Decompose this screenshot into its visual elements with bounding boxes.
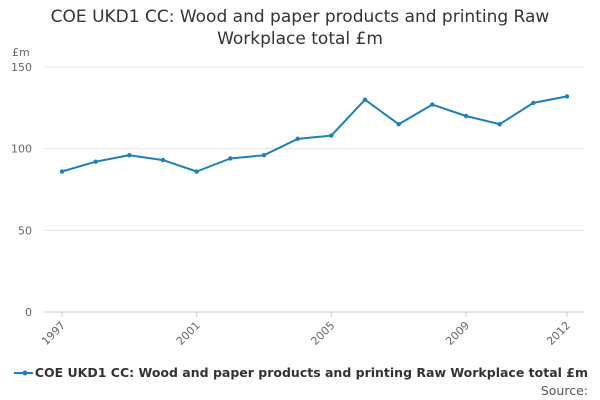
- y-axis-unit-label: £m: [12, 46, 30, 59]
- x-tick-label: 2009: [443, 319, 472, 348]
- data-point[interactable]: [261, 153, 267, 158]
- axes: 0 50 100 150 1997 2001 2005 2009 2012: [11, 61, 573, 348]
- data-point[interactable]: [59, 169, 65, 174]
- data-point[interactable]: [463, 113, 469, 119]
- y-tick-label: 100: [11, 143, 32, 156]
- x-tick-label: 2001: [174, 319, 203, 348]
- data-point[interactable]: [564, 94, 570, 99]
- data-point[interactable]: [127, 153, 132, 158]
- x-tick-label: 1997: [39, 319, 68, 348]
- y-tick-label: 50: [18, 224, 32, 237]
- y-tick-label: 0: [25, 306, 32, 319]
- y-tick-label: 150: [11, 61, 32, 74]
- series-line: [61, 95, 568, 173]
- series-layer: [59, 94, 570, 174]
- data-point[interactable]: [295, 136, 300, 142]
- data-point[interactable]: [362, 97, 368, 102]
- data-point[interactable]: [160, 157, 166, 163]
- data-point[interactable]: [430, 102, 435, 107]
- source-label: Source:: [540, 383, 588, 398]
- data-point[interactable]: [93, 159, 98, 164]
- legend-label: COE UKD1 CC: Wood and paper products and…: [34, 365, 588, 380]
- gridlines: [44, 66, 584, 313]
- x-tick-label: 2012: [544, 319, 573, 348]
- legend[interactable]: COE UKD1 CC: Wood and paper products and…: [12, 365, 588, 380]
- chart-title: COE UKD1 CC: Wood and paper products and…: [50, 7, 550, 49]
- data-point[interactable]: [396, 121, 401, 127]
- data-point[interactable]: [531, 100, 536, 106]
- data-point[interactable]: [329, 133, 334, 138]
- legend-marker-icon: [14, 370, 33, 375]
- data-point[interactable]: [228, 156, 233, 161]
- data-point[interactable]: [194, 169, 199, 174]
- x-tick-label: 2005: [308, 319, 337, 348]
- data-point[interactable]: [497, 121, 502, 127]
